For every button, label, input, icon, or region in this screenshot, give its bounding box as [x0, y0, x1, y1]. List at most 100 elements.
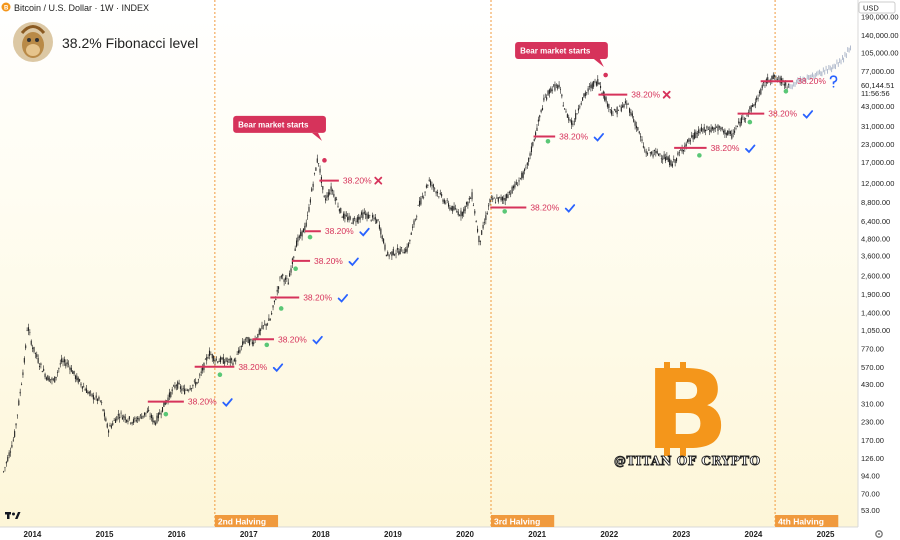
candle-body — [268, 318, 270, 321]
candle-body — [240, 345, 242, 348]
candle-body — [685, 143, 687, 146]
candle-body — [561, 94, 563, 97]
candle-body — [492, 198, 494, 200]
candle-body — [56, 372, 59, 373]
candle-body — [394, 254, 396, 256]
candle-body — [570, 120, 573, 125]
fib-level-label: 38.20% — [343, 176, 372, 186]
candle-body — [264, 323, 266, 325]
candle-body — [70, 367, 72, 372]
candle-body — [471, 192, 473, 200]
candle-body — [91, 393, 93, 397]
candle-body — [758, 91, 761, 94]
symbol-header[interactable]: B Bitcoin / U.S. Dollar · 1W · INDEX — [1, 2, 150, 14]
time-axis-panel[interactable] — [0, 527, 900, 540]
candle-body — [622, 105, 624, 108]
candle-body — [302, 228, 305, 233]
candle-body — [197, 379, 199, 381]
candle-body — [72, 371, 74, 374]
candle-body — [297, 237, 299, 242]
candle-body — [572, 123, 574, 125]
candle-body — [184, 388, 186, 395]
candle-body — [666, 156, 668, 160]
candle-body — [62, 360, 64, 363]
candle-body — [536, 127, 538, 131]
candle-body — [231, 358, 233, 361]
check-icon — [272, 363, 284, 373]
candle-body — [688, 138, 690, 142]
candle-body — [454, 208, 457, 209]
candle-body — [717, 125, 719, 131]
candle-body — [507, 194, 509, 199]
candle-body — [721, 126, 723, 131]
candle-body — [515, 181, 517, 185]
candle-body — [508, 191, 510, 193]
candle-body — [716, 127, 718, 128]
candle-body — [597, 78, 599, 85]
candle-body — [662, 158, 664, 160]
candle-body — [92, 395, 94, 400]
candle-body — [742, 116, 744, 118]
candle-body — [215, 359, 217, 361]
bitcoin-logo: B — [645, 346, 729, 474]
candle-body — [249, 339, 251, 345]
candle-body — [130, 422, 132, 424]
candle-body — [21, 384, 23, 385]
candle-body — [50, 379, 52, 380]
candle-body — [470, 198, 472, 200]
avatar — [13, 22, 53, 62]
fib-level-label: 38.20% — [797, 76, 826, 86]
currency-button[interactable] — [858, 1, 896, 14]
candle-body — [425, 185, 427, 188]
candle-body — [284, 277, 287, 280]
y-tick-label: 170.00 — [861, 436, 884, 445]
candle-body — [336, 199, 338, 201]
x-tick-label: 2019 — [384, 530, 402, 539]
candle-body — [377, 219, 379, 221]
bear-callout-label: Bear market starts — [238, 120, 309, 129]
candle-body — [195, 381, 197, 386]
up-signal-dot — [293, 266, 298, 272]
candle-body — [446, 200, 448, 201]
check-icon — [359, 227, 370, 237]
candle-body — [787, 83, 790, 85]
candle-body — [76, 375, 78, 380]
plot-background — [0, 0, 858, 527]
candle-body — [722, 130, 725, 133]
candle-body — [266, 323, 269, 325]
candle-body — [786, 87, 788, 89]
candle-body — [417, 205, 419, 206]
price-axis-panel[interactable] — [858, 0, 900, 540]
candle-body — [490, 197, 492, 198]
candle-body — [137, 417, 139, 420]
candle-body — [499, 196, 501, 198]
candle-body — [424, 192, 426, 193]
candle-body — [199, 374, 201, 376]
candle-body — [566, 114, 568, 118]
tradingview-logo-icon[interactable] — [5, 512, 21, 519]
candle-body — [478, 235, 480, 243]
candle-body — [644, 149, 646, 151]
candle-body — [177, 381, 179, 389]
candle-body — [229, 358, 231, 363]
candle-body — [703, 126, 705, 132]
candle-body — [232, 362, 234, 366]
candle-body — [269, 319, 271, 321]
candle-body — [340, 207, 342, 213]
candle-body — [438, 196, 440, 198]
candle-body — [457, 211, 459, 216]
question-icon-dot — [832, 85, 835, 88]
candle-body — [728, 130, 730, 134]
candle-body — [363, 211, 365, 214]
fib-level-label: 38.20% — [314, 256, 343, 266]
candle-body — [358, 216, 360, 220]
candle-body — [69, 367, 71, 370]
halving-tag — [775, 515, 839, 527]
candle-body — [112, 423, 114, 426]
candle-body — [764, 84, 766, 86]
gear-icon[interactable] — [875, 530, 883, 538]
candle-body — [573, 121, 575, 123]
candle-body — [407, 243, 410, 247]
candle-body — [218, 360, 220, 362]
